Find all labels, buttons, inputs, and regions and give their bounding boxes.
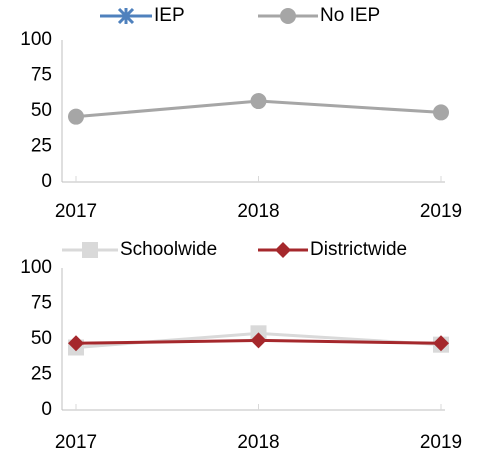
x-tick-label: 2018 (237, 201, 279, 222)
y-tick-label: 75 (31, 293, 52, 314)
x-tick-label: 2019 (420, 432, 462, 450)
y-tick-label: 25 (31, 136, 52, 157)
y-tick-label: 50 (31, 100, 52, 121)
x-tick-label: 2017 (55, 432, 97, 450)
y-tick-label: 0 (41, 171, 52, 192)
legend-label: Districtwide (310, 239, 407, 260)
legend-marker (117, 7, 135, 25)
legend-marker (280, 8, 296, 24)
marker (68, 335, 84, 352)
legend-label: Schoolwide (120, 239, 217, 260)
marker (250, 93, 267, 110)
y-tick-label: 50 (31, 328, 52, 349)
x-tick-label: 2019 (420, 201, 462, 222)
y-tick-label: 100 (20, 257, 52, 278)
marker (433, 335, 449, 352)
legend-marker (82, 242, 98, 258)
y-tick-label: 75 (31, 65, 52, 86)
x-tick-label: 2018 (237, 432, 279, 450)
legend-label: IEP (154, 5, 185, 26)
marker (433, 104, 449, 121)
legend-label: No IEP (320, 5, 380, 26)
y-tick-label: 0 (41, 399, 52, 420)
x-tick-label: 2017 (55, 201, 97, 222)
marker (250, 332, 267, 349)
y-tick-label: 100 (20, 29, 52, 50)
legend-marker (275, 242, 291, 258)
marker (68, 108, 84, 125)
y-tick-label: 25 (31, 364, 52, 385)
